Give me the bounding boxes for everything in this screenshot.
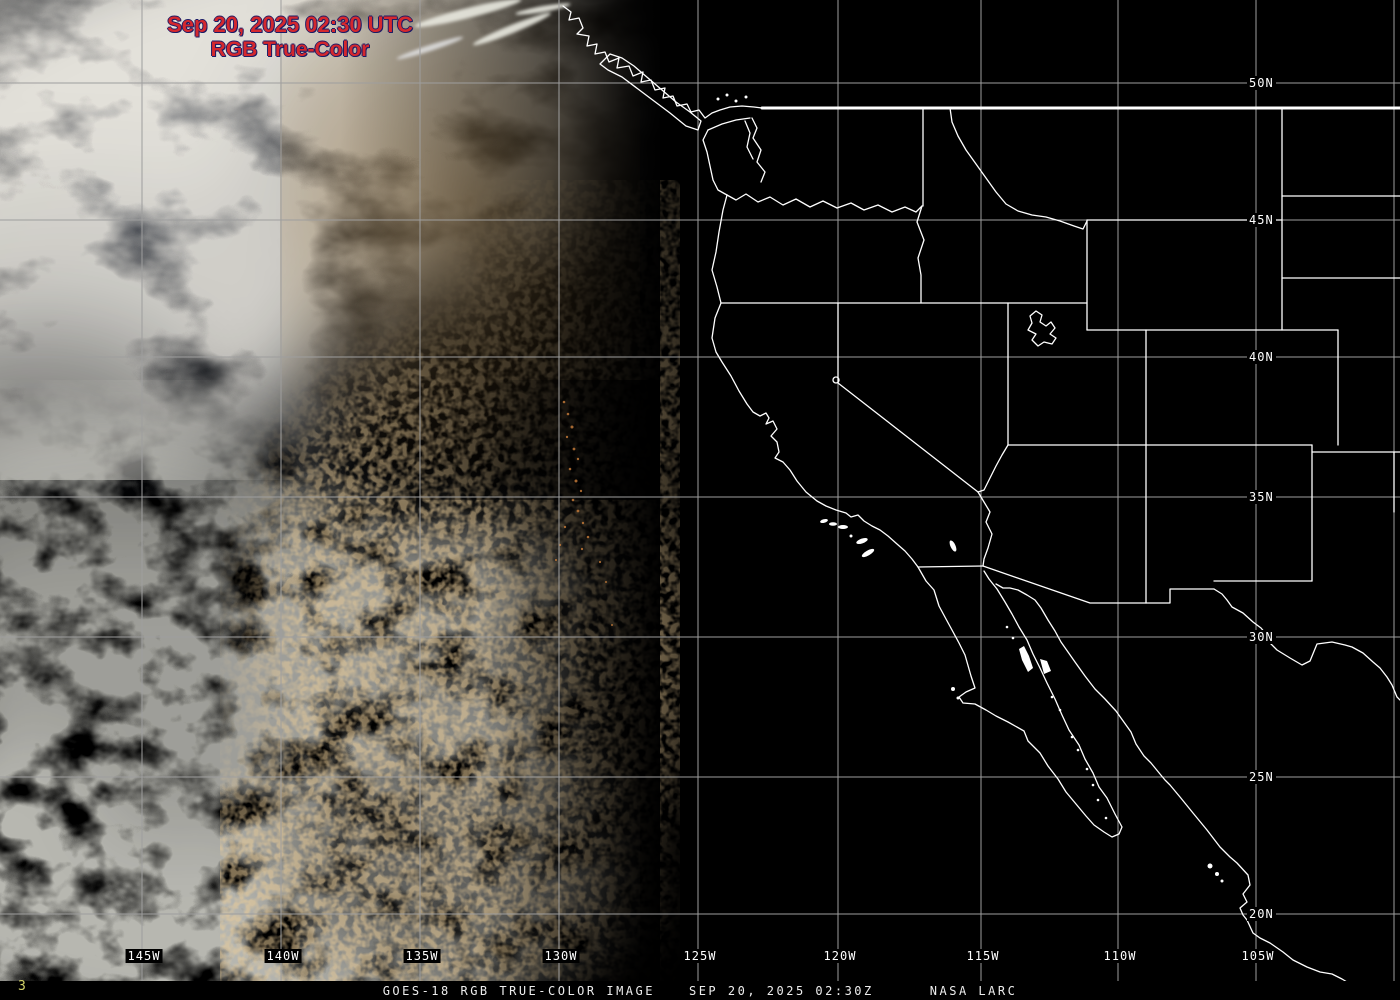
- us-mexico-border-california: [917, 565, 984, 568]
- hood-canal-inlet: [744, 120, 754, 160]
- newmexico-bootheel-border: [1145, 588, 1215, 604]
- columbia-river-border: [726, 193, 923, 213]
- oregon-coastline: [711, 194, 728, 304]
- gulf-islet: [1085, 767, 1089, 771]
- islas-marias: [1215, 872, 1219, 876]
- gulf-islet: [1091, 783, 1095, 787]
- isla-angel-de-la-guarda: [1019, 646, 1033, 672]
- marine-cumulus-field: [0, 380, 640, 1000]
- california-nevada-diagonal-border: [837, 382, 979, 493]
- washington-coastline: [702, 129, 728, 196]
- gulf-islet: [1011, 636, 1015, 640]
- lat-label-25N: 25N: [1247, 770, 1276, 784]
- sunlit-ocean-tint: [0, 0, 660, 500]
- annotation-timestamp: Sep 20, 2025 02:30 UTC: [167, 12, 413, 37]
- islas-marias: [1207, 863, 1213, 869]
- lon-label-120W: 120W: [821, 949, 859, 963]
- dusk-cloud-tint: [280, 0, 640, 500]
- gulf-islet: [1096, 798, 1100, 802]
- sonora-sinaloa-coastline: [995, 583, 1379, 1000]
- idaho-montana-border: [949, 107, 1088, 230]
- san-juan-islet: [725, 93, 729, 97]
- caption-agency: NASA LARC: [929, 983, 1018, 998]
- san-juan-islet: [744, 95, 748, 99]
- lon-label-135W: 135W: [403, 949, 441, 963]
- santa-barbara-island: [849, 534, 853, 538]
- frontal-cloud-band: [0, 0, 660, 480]
- gulf-islet: [1058, 708, 1062, 712]
- gulf-islet: [1076, 748, 1080, 752]
- gulf-islet: [1070, 735, 1074, 739]
- channel-island: [829, 522, 837, 526]
- colorado-river-nv-az: [977, 444, 1009, 493]
- gulf-islet: [1050, 695, 1054, 699]
- caption-product: GOES-18 RGB TRUE-COLOR IMAGE: [382, 983, 655, 998]
- lat-label-20N: 20N: [1247, 907, 1276, 921]
- gulf-islet: [1005, 625, 1009, 629]
- lon-label-115W: 115W: [964, 949, 1002, 963]
- annotation-product: RGB True-Color: [210, 37, 370, 61]
- rio-grande-border: [1213, 588, 1400, 701]
- image-annotation-title: Sep 20, 2025 02:30 UTC RGB True-Color: [105, 12, 475, 61]
- caption-datetime: SEP 20, 2025 02:30Z: [688, 983, 874, 998]
- terminator-fade-lower: [480, 380, 660, 1000]
- lon-label-125W: 125W: [681, 949, 719, 963]
- salton-sea: [949, 540, 957, 552]
- lat-label-45N: 45N: [1247, 213, 1276, 227]
- bc-fjord-coastline: [562, 5, 763, 119]
- california-coastline: [711, 302, 919, 568]
- lon-label-130W: 130W: [542, 949, 580, 963]
- lon-label-145W: 145W: [125, 949, 163, 963]
- puget-sound-inlets: [751, 117, 766, 183]
- natividad-island: [956, 696, 960, 700]
- arizona-mexico-border: [982, 565, 1147, 604]
- lon-label-140W: 140W: [264, 949, 302, 963]
- baja-california-coastline: [917, 566, 1123, 838]
- catalina-island: [856, 537, 868, 545]
- lon-label-110W: 110W: [1101, 949, 1139, 963]
- lat-label-40N: 40N: [1247, 350, 1276, 364]
- lon-label-105W: 105W: [1239, 949, 1277, 963]
- lat-label-50N: 50N: [1247, 76, 1276, 90]
- terminator-speckle-clouds: [220, 180, 680, 1000]
- caption-bar: GOES-18 RGB TRUE-COLOR IMAGE SEP 20, 202…: [0, 981, 1400, 1000]
- idaho-oregon-border: [916, 205, 925, 304]
- gulf-islands-islet: [716, 97, 720, 101]
- vancouver-island-coastline: [599, 53, 702, 131]
- lat-label-30N: 30N: [1247, 630, 1276, 644]
- sunset-glint-specks: [554, 400, 613, 626]
- gulf-islet: [1104, 816, 1108, 820]
- terminator-fade-upper: [340, 0, 660, 500]
- channel-island: [838, 525, 848, 529]
- san-juan-islet: [734, 99, 738, 103]
- isla-tiburon: [1040, 659, 1051, 674]
- cedros-island: [951, 687, 955, 691]
- lake-tahoe: [832, 376, 840, 384]
- colorado-river-ca-az-border: [977, 491, 993, 567]
- san-clemente-island: [861, 548, 875, 558]
- strait-juan-de-fuca-shore: [707, 117, 751, 131]
- islas-marias: [1220, 879, 1224, 883]
- corner-frame-number: 3: [18, 979, 26, 994]
- lat-label-35N: 35N: [1247, 490, 1276, 504]
- channel-island: [820, 518, 828, 524]
- great-salt-lake: [1027, 310, 1057, 347]
